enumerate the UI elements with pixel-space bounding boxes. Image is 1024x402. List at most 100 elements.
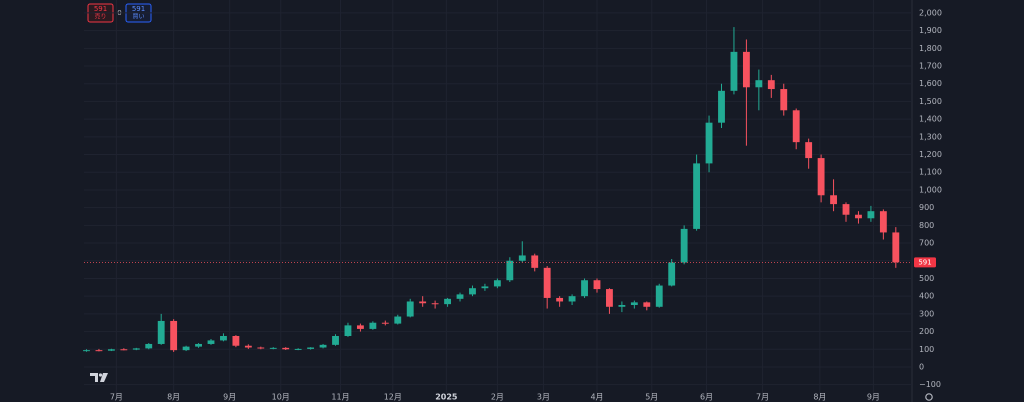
candle-body: [730, 51, 738, 91]
sell-price: 591: [94, 5, 107, 13]
x-tick-label: 8月: [813, 393, 826, 402]
candle-body: [606, 289, 613, 307]
settings-icon[interactable]: [925, 393, 933, 401]
y-tick-label: 0: [919, 362, 924, 371]
y-tick-label: 1,600: [919, 79, 942, 88]
y-tick-label: 1,400: [919, 115, 942, 124]
gear[interactable]: [925, 393, 933, 401]
candle-body: [95, 350, 103, 352]
last-price-label: 591: [918, 258, 931, 266]
candle-body: [469, 288, 476, 295]
x-tick-label: 5月: [645, 393, 658, 402]
x-tick-label: 8月: [167, 393, 180, 402]
candle-body: [742, 51, 750, 88]
candle-body: [83, 350, 90, 352]
candle-body: [381, 322, 389, 324]
x-tick-label: 7月: [110, 393, 123, 402]
candle-body: [842, 204, 850, 215]
buy-price: 591: [132, 5, 145, 13]
y-tick-label: 2,000: [919, 8, 942, 17]
candle-body: [630, 302, 638, 306]
candle-body: [792, 110, 800, 143]
x-tick-label: 4月: [590, 393, 603, 402]
x-tick-label: 12月: [384, 393, 402, 402]
candle-body: [518, 255, 526, 261]
last-price-box: [914, 257, 936, 268]
candle-body: [257, 347, 265, 349]
y-tick-label: 1,200: [919, 150, 942, 159]
candle-body: [892, 232, 900, 263]
candle-body: [556, 297, 564, 302]
x-tick-label: 2月: [491, 393, 504, 402]
candle-body: [269, 347, 277, 349]
y-tick-label: 1,900: [919, 26, 942, 35]
candle-body: [195, 343, 202, 347]
candle-body: [817, 158, 825, 196]
candle-body: [493, 280, 501, 287]
x-tick-label: 7月: [756, 393, 769, 402]
candle-body: [220, 335, 227, 341]
y-tick-label: 800: [919, 221, 934, 230]
candle-body: [755, 80, 763, 88]
y-tick-label: 900: [919, 203, 934, 212]
candle-body: [680, 228, 688, 263]
y-tick-label: −100: [919, 380, 941, 389]
candle-body: [294, 348, 302, 350]
buy-label: 買い: [132, 14, 144, 21]
grid: [84, 0, 912, 393]
candle-body: [581, 280, 588, 297]
candle-body: [531, 255, 539, 268]
candle-body: [456, 294, 464, 299]
candle-body: [568, 296, 576, 302]
candle-body: [170, 320, 178, 351]
candle-body: [282, 347, 290, 350]
y-tick-label: 500: [919, 274, 934, 283]
logo-part: [98, 373, 103, 377]
candle-body: [120, 349, 128, 351]
candle-body: [444, 298, 451, 305]
candle-body: [879, 211, 887, 233]
candle-body: [668, 262, 676, 286]
y-tick-label: 100: [919, 345, 934, 354]
candle-body: [767, 80, 775, 90]
candle-body: [356, 325, 364, 329]
candle-body: [780, 89, 788, 111]
candle-body: [718, 90, 725, 123]
candle-body: [157, 320, 165, 344]
candle-body: [394, 316, 402, 324]
candle-body: [207, 340, 215, 344]
candle-body: [593, 280, 601, 290]
y-tick-label: 1,300: [919, 132, 942, 141]
candle-body: [406, 301, 414, 317]
x-tick-label: 9月: [223, 393, 236, 402]
candle-body: [344, 325, 352, 336]
y-tick-label: 1,100: [919, 168, 942, 177]
candle-body: [855, 214, 862, 219]
y-tick-label: 700: [919, 239, 934, 248]
y-tick-label: 1,700: [919, 62, 942, 71]
candle-body: [369, 322, 377, 329]
candle-body: [307, 347, 315, 349]
y-tick-label: 1,000: [919, 185, 942, 194]
x-tick-label: 3月: [537, 393, 550, 402]
candle-body: [506, 260, 514, 281]
candle-body: [132, 348, 140, 350]
candle-body: [145, 343, 153, 349]
candle-body: [693, 163, 701, 229]
candle-body: [805, 142, 813, 159]
candle-body: [830, 195, 837, 205]
y-tick-label: 1,500: [919, 97, 942, 106]
candle-body: [481, 286, 489, 289]
candles: [83, 27, 900, 352]
candle-body: [232, 335, 240, 346]
candle-body: [244, 345, 252, 348]
candle-body: [182, 346, 190, 351]
sell-label: 売り: [94, 13, 106, 21]
candle-body: [643, 302, 651, 307]
candle-body: [867, 211, 875, 219]
candle-body: [543, 267, 551, 298]
candle-body: [319, 344, 327, 348]
logo-part: [100, 373, 108, 382]
